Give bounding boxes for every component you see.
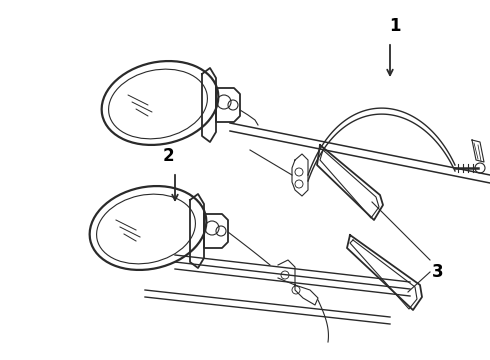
Text: 3: 3	[432, 263, 443, 281]
Text: 1: 1	[389, 17, 401, 35]
Text: 2: 2	[162, 147, 174, 165]
